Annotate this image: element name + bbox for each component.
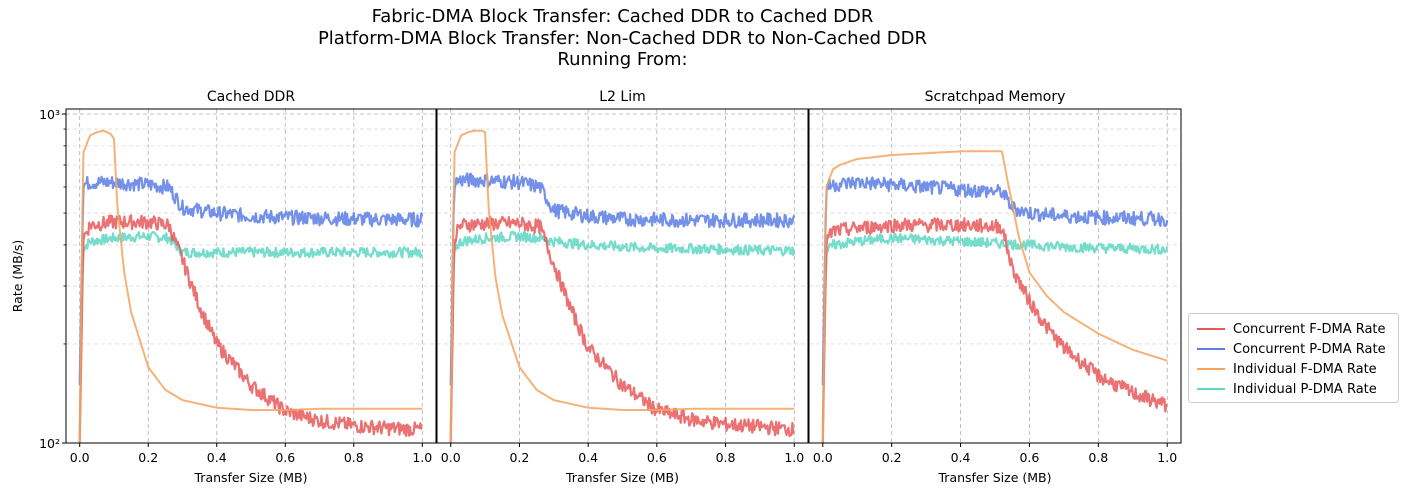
series-line-individual-p-dma-rate [821, 232, 1169, 430]
x-tick-label-0: 0.0 [70, 450, 90, 465]
x-tick-label-1: 0.2 [882, 450, 902, 465]
x-tick-label-0: 0.0 [813, 450, 833, 465]
y-tick-label-top: 10³ [39, 107, 60, 122]
series-line-individual-f-dma-rate [449, 129, 795, 443]
panel-frame [65, 108, 437, 444]
panel-frame [808, 108, 1182, 444]
legend-item-concurrent-pdma: Concurrent P-DMA Rate [1197, 339, 1390, 359]
legend-item-concurrent-fdma: Concurrent F-DMA Rate [1197, 319, 1390, 339]
series-line-concurrent-f-dma-rate [449, 215, 795, 443]
legend-label-individual-pdma: Individual P-DMA Rate [1233, 381, 1377, 397]
x-tick-label-2: 0.4 [207, 450, 227, 465]
panel-1: 0.0 0.2 0.4 0.6 0.8 1.0 Cached DDR Transfer Siz… [65, 89, 437, 485]
series-line-individual-p-dma-rate [78, 230, 424, 430]
x-tick-label-0: 0.0 [441, 450, 461, 465]
x-tick-label-5: 1.0 [412, 450, 432, 465]
x-tick-label-5: 1.0 [1157, 450, 1177, 465]
series-line-individual-p-dma-rate [449, 230, 796, 430]
legend-swatch-individual-pdma [1197, 388, 1225, 390]
panel-title-3: Scratchpad Memory [925, 89, 1066, 105]
x-tick-label-2: 0.4 [578, 450, 598, 465]
series-group [449, 129, 796, 443]
panel-title-2: L2 Lim [599, 89, 645, 105]
x-tick-label-1: 0.2 [509, 450, 529, 465]
legend-label-concurrent-pdma: Concurrent P-DMA Rate [1233, 341, 1386, 357]
x-tick-label-4: 0.8 [716, 450, 736, 465]
series-line-individual-f-dma-rate [821, 150, 1168, 443]
panel-2: 0.0 0.2 0.4 0.6 0.8 1.0 L2 Lim Transfer Size (M… [436, 89, 809, 485]
legend-label-concurrent-fdma: Concurrent F-DMA Rate [1233, 321, 1386, 337]
x-tick-label-2: 0.4 [951, 450, 971, 465]
series-group [78, 129, 424, 443]
x-tick-label-3: 0.6 [275, 450, 295, 465]
panel-frame [436, 108, 809, 444]
x-tick-label-3: 0.6 [1019, 450, 1039, 465]
series-line-concurrent-p-dma-rate [78, 175, 424, 386]
x-axis-label-2: Transfer Size (MB) [565, 470, 679, 485]
chart-title-block: Fabric-DMA Block Transfer: Cached DDR to… [0, 6, 1245, 71]
series-line-concurrent-p-dma-rate [821, 176, 1169, 386]
y-tick-label-bottom: 10² [39, 436, 60, 451]
panel-3: 0.0 0.2 0.4 0.6 0.8 1.0 Scratchpad Memory Trans… [808, 89, 1182, 485]
x-tick-label-3: 0.6 [647, 450, 667, 465]
panel-title-1: Cached DDR [207, 89, 295, 105]
series-group [821, 150, 1169, 443]
x-tick-label-5: 1.0 [784, 450, 804, 465]
legend-swatch-concurrent-pdma [1197, 348, 1225, 350]
chart-title-line-3: Running From: [557, 49, 688, 70]
y-axis-label: Rate (MB/s) [10, 240, 25, 312]
x-tick-label-4: 0.8 [1088, 450, 1108, 465]
series-line-concurrent-f-dma-rate [78, 214, 423, 443]
legend-swatch-concurrent-fdma [1197, 328, 1225, 330]
series-line-individual-f-dma-rate [78, 129, 423, 443]
x-axis-label-3: Transfer Size (MB) [938, 470, 1052, 485]
x-tick-label-4: 0.8 [344, 450, 364, 465]
series-line-concurrent-f-dma-rate [821, 217, 1168, 443]
legend-swatch-individual-fdma [1197, 368, 1225, 370]
chart-title-line-1: Fabric-DMA Block Transfer: Cached DDR to… [371, 6, 874, 27]
x-axis-label-1: Transfer Size (MB) [194, 470, 308, 485]
x-tick-label-1: 0.2 [138, 450, 158, 465]
series-line-concurrent-p-dma-rate [449, 172, 796, 386]
legend-item-individual-fdma: Individual F-DMA Rate [1197, 359, 1390, 379]
legend-label-individual-fdma: Individual F-DMA Rate [1233, 361, 1377, 377]
legend: Concurrent F-DMA Rate Concurrent P-DMA R… [1188, 313, 1399, 403]
legend-item-individual-pdma: Individual P-DMA Rate [1197, 379, 1390, 399]
chart-title-line-2: Platform-DMA Block Transfer: Non-Cached … [317, 27, 928, 49]
